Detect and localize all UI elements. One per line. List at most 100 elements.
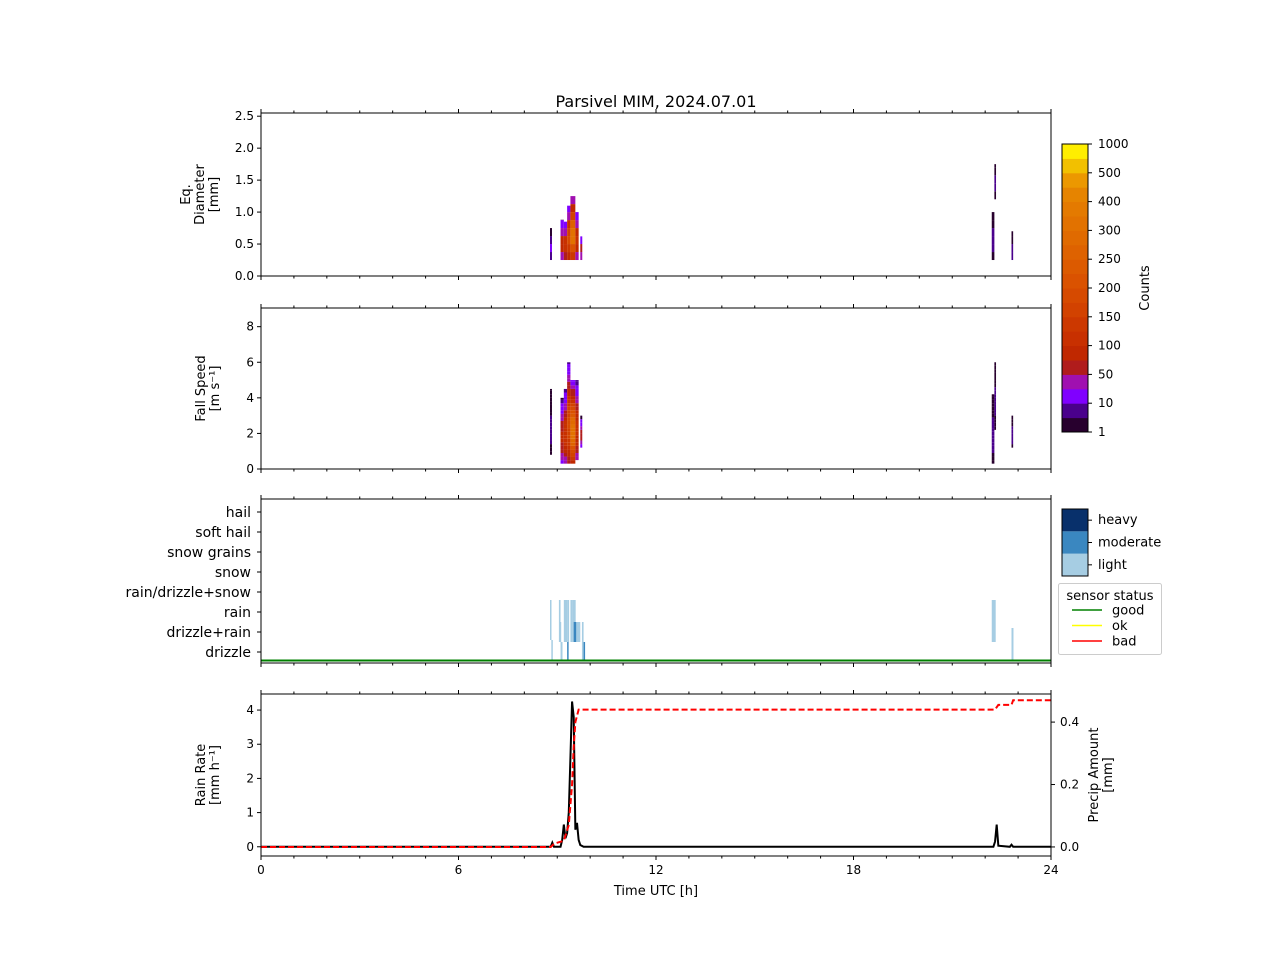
spectrum-cell bbox=[567, 438, 571, 443]
spectrum-cell bbox=[563, 410, 568, 414]
precip-type-bar bbox=[573, 622, 577, 642]
spectrum-cell bbox=[550, 426, 552, 430]
spectrum-cell bbox=[994, 390, 997, 395]
spectrum-cell bbox=[991, 413, 995, 418]
colorbar-band bbox=[1062, 302, 1088, 318]
colorbar-band bbox=[1062, 216, 1088, 231]
intensity-band bbox=[1062, 509, 1088, 532]
spectrum-cell bbox=[575, 212, 579, 221]
spectrum-cell bbox=[575, 220, 579, 229]
spectrum-cell bbox=[570, 438, 576, 443]
spectrum-cell bbox=[575, 410, 579, 414]
xtick-label: 24 bbox=[1043, 863, 1058, 877]
spectrum-cell bbox=[991, 438, 995, 443]
spectrum-cell bbox=[1011, 436, 1014, 441]
spectrum-cell bbox=[567, 364, 571, 368]
spectrum-cell bbox=[567, 212, 571, 221]
spectrum-cell bbox=[560, 397, 564, 400]
spectrum-cell bbox=[570, 403, 576, 407]
spectrum-cell bbox=[994, 404, 997, 409]
spectrum-cell bbox=[991, 399, 995, 404]
spectrum-cell bbox=[560, 236, 564, 245]
precip-type-bar bbox=[567, 600, 570, 642]
ytick-label: 2.5 bbox=[235, 109, 254, 123]
spectrum-cell bbox=[1011, 433, 1014, 437]
spectrum-cell bbox=[560, 424, 564, 429]
colorbar-tick-label: 100 bbox=[1098, 339, 1121, 353]
spectrum-cell bbox=[570, 456, 576, 461]
precip-type-bar bbox=[572, 600, 576, 642]
ytick-label: 8 bbox=[246, 320, 254, 334]
spectrum-cell bbox=[550, 236, 552, 245]
spectrum-cell bbox=[560, 406, 564, 411]
category-label: rain/drizzle+snow bbox=[126, 585, 251, 601]
spectrum-cell bbox=[560, 452, 564, 457]
spectrum-cell bbox=[580, 436, 583, 441]
spectrum-cell bbox=[580, 426, 583, 430]
spectrum-cell bbox=[567, 374, 571, 379]
y-axis-label-line: Rain Rate bbox=[194, 744, 209, 807]
ytick-label: 2 bbox=[246, 426, 254, 440]
colorbar-band bbox=[1062, 158, 1088, 174]
x-axis-label: Time UTC [h] bbox=[613, 884, 698, 899]
spectrum-cell bbox=[575, 236, 579, 245]
spectrum-cell bbox=[575, 396, 579, 400]
colorbar-band bbox=[1062, 316, 1088, 332]
spectrum-cell bbox=[570, 410, 576, 414]
spectrum-cell bbox=[563, 452, 568, 457]
spectrum-cell bbox=[1011, 444, 1014, 448]
spectrum-cell bbox=[994, 426, 997, 430]
spectrum-cell bbox=[991, 410, 995, 414]
spectrum-cell bbox=[560, 445, 564, 450]
spectrum-cell bbox=[580, 252, 583, 261]
spectrum-cell bbox=[570, 449, 576, 453]
ytick-label: 0.5 bbox=[235, 237, 254, 251]
spectrum-cell bbox=[567, 399, 571, 404]
colorbar-tick-label: 400 bbox=[1098, 195, 1121, 209]
spectrum-cell bbox=[994, 369, 997, 373]
spectrum-cell bbox=[550, 252, 552, 261]
spectrum-cell bbox=[991, 460, 995, 464]
ytick-label: 4 bbox=[246, 703, 254, 717]
spectrum-cell bbox=[550, 451, 552, 455]
spectrum-cell bbox=[570, 381, 576, 386]
spectrum-cell bbox=[563, 392, 568, 397]
velocity-spectrum bbox=[550, 362, 1014, 464]
spectrum-cell bbox=[560, 410, 564, 414]
legend-label: good bbox=[1112, 604, 1144, 619]
spectrum-cell bbox=[1011, 429, 1014, 434]
spectrum-cell bbox=[994, 380, 997, 384]
spectrum-cell bbox=[580, 415, 583, 420]
spectrum-cell bbox=[550, 436, 552, 441]
precip-type-bar bbox=[558, 600, 561, 622]
spectrum-cell bbox=[575, 388, 579, 393]
spectrum-cell bbox=[1011, 440, 1014, 445]
spectrum-cell bbox=[570, 388, 576, 393]
spectrum-cell bbox=[570, 244, 576, 253]
spectrum-cell bbox=[567, 417, 571, 421]
colorbar-band bbox=[1062, 201, 1088, 217]
spectrum-cell bbox=[570, 396, 576, 400]
spectrum-cell bbox=[567, 228, 571, 237]
spectrum-cell bbox=[550, 394, 552, 398]
spectrum-cell bbox=[563, 445, 568, 450]
spectrum-cell bbox=[575, 399, 579, 404]
spectrum-cell bbox=[567, 378, 571, 382]
precip-type-bar bbox=[576, 622, 581, 642]
spectrum-cell bbox=[570, 252, 576, 261]
spectrum-cell bbox=[1011, 419, 1014, 423]
spectrum-cell bbox=[550, 408, 552, 413]
spectrum-cell bbox=[994, 383, 997, 388]
spectrum-cell bbox=[570, 228, 576, 237]
spectrum-cell bbox=[560, 428, 564, 432]
ytick-label: 2.0 bbox=[235, 141, 254, 155]
spectrum-cell bbox=[563, 431, 568, 436]
spectrum-cell bbox=[567, 381, 571, 386]
precip-type-bar bbox=[583, 642, 586, 660]
spectrum-cell bbox=[567, 445, 571, 450]
spectrum-cell bbox=[575, 381, 579, 386]
colorbar-tick-label: 200 bbox=[1098, 281, 1121, 295]
spectrum-cell bbox=[575, 452, 579, 457]
spectrum-cell bbox=[563, 438, 568, 443]
